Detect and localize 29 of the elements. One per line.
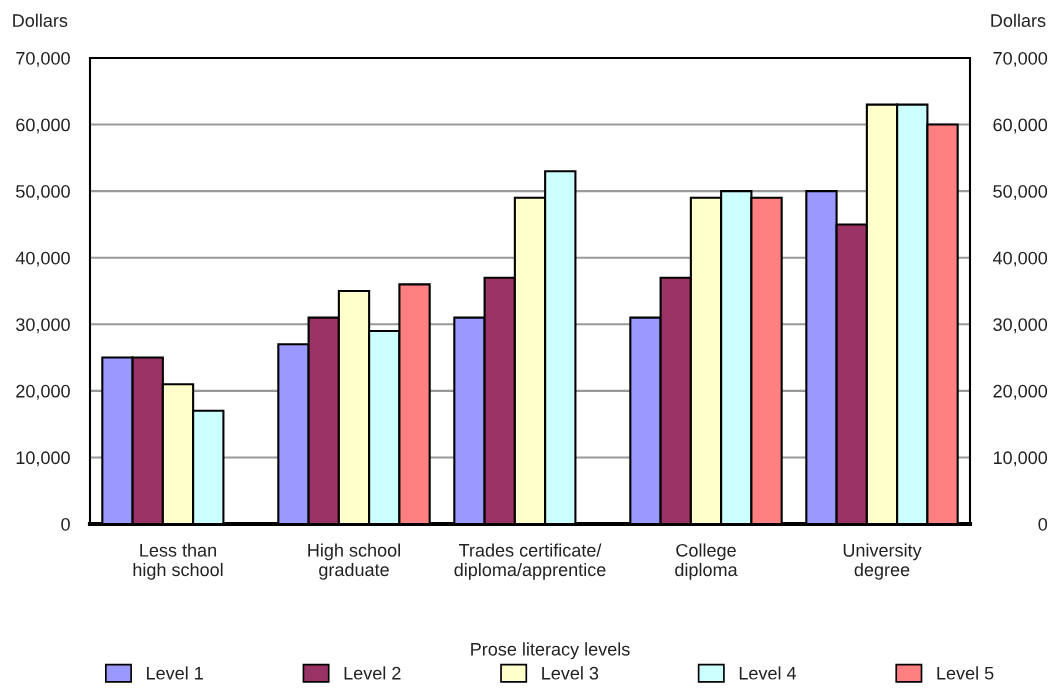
y2-tick-label: 40,000 (992, 251, 1048, 267)
x-tick-label: University degree (843, 543, 922, 580)
y2-axis-title: Dollars (991, 13, 1046, 27)
x-tick-label: High school graduate (308, 543, 400, 580)
y2-tick-label: 20,000 (993, 384, 1048, 400)
legend-title: Prose literacy levels (471, 642, 630, 660)
x-tick-label: Trades certificate/ diploma/apprentice (454, 543, 606, 580)
y2-tick-label: 70,000 (993, 51, 1048, 67)
y-tick-label: 20,000 (16, 384, 70, 400)
x-tick-label: Less than high school (133, 543, 223, 580)
y-tick-label: 30,000 (16, 318, 70, 334)
x-tick-label: College diploma (675, 543, 738, 580)
y2-tick-label: 30,000 (993, 318, 1048, 334)
y-tick-label: 10,000 (16, 451, 70, 467)
y2-tick-label: 10,000 (993, 451, 1048, 467)
legend-label: Level 4 (739, 666, 797, 680)
legend-label: Level 2 (344, 666, 401, 680)
y-tick-label: 40,000 (15, 251, 70, 267)
y-tick-label: 0 (61, 517, 70, 531)
y-tick-label: 60,000 (16, 118, 70, 134)
y-tick-label: 70,000 (16, 51, 70, 67)
y-axis-title: Dollars (13, 13, 68, 27)
legend-label: Level 1 (147, 666, 203, 680)
legend-label: Level 5 (937, 666, 994, 680)
y-tick-label: 50,000 (16, 185, 70, 200)
y2-tick-label: 0 (1038, 517, 1048, 531)
y2-tick-label: 50,000 (993, 185, 1048, 200)
y2-tick-label: 60,000 (993, 118, 1048, 134)
legend-label: Level 3 (542, 666, 599, 680)
